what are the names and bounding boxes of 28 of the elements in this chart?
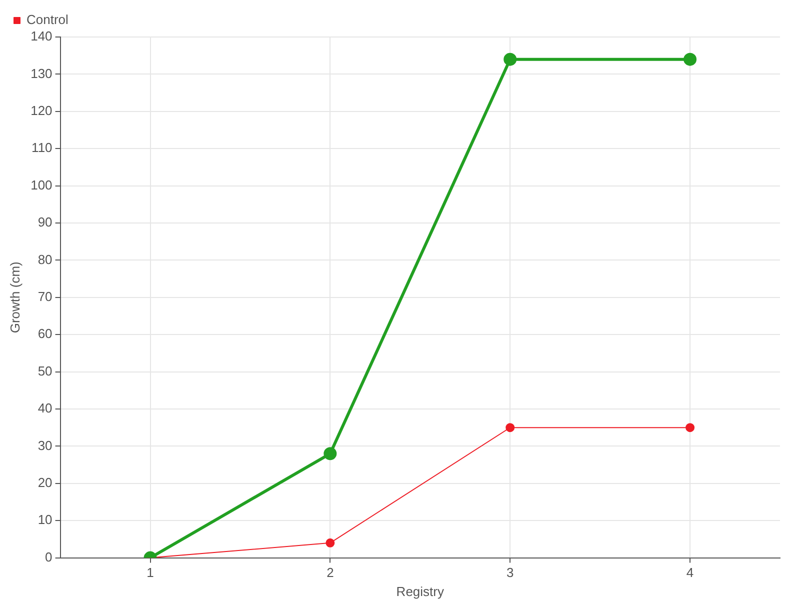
- y-tick-label: 10: [38, 512, 52, 528]
- y-tick-label: 0: [45, 549, 52, 564]
- x-tick-label: 4: [686, 565, 694, 580]
- x-tick-label: 2: [326, 565, 334, 580]
- y-tick-label: 120: [30, 102, 52, 118]
- point: [504, 52, 517, 66]
- y-tick-label: 130: [30, 66, 52, 81]
- x-tick-label: 3: [506, 565, 514, 580]
- point: [684, 52, 697, 66]
- y-axis-title: Growth (cm): [7, 262, 22, 334]
- point: [326, 538, 335, 548]
- legend-label: Control: [26, 12, 69, 28]
- y-tick-label: 20: [38, 474, 52, 490]
- y-tick-label: 70: [38, 288, 52, 304]
- y-tick-label: 100: [30, 177, 52, 192]
- y-tick-label: 140: [30, 28, 52, 44]
- y-tick-label: 80: [38, 252, 52, 267]
- y-tick-label: 90: [38, 214, 52, 230]
- y-tick-label: 110: [32, 140, 52, 156]
- y-tick-label: 30: [38, 438, 52, 453]
- x-axis-title: Registry: [396, 584, 444, 599]
- x-tick-label: 1: [146, 565, 154, 580]
- point: [324, 447, 337, 460]
- point: [506, 423, 515, 432]
- y-tick-label: 60: [38, 326, 52, 342]
- y-tick-label: 50: [38, 363, 52, 378]
- y-tick-label: 40: [38, 400, 52, 416]
- point: [686, 423, 695, 432]
